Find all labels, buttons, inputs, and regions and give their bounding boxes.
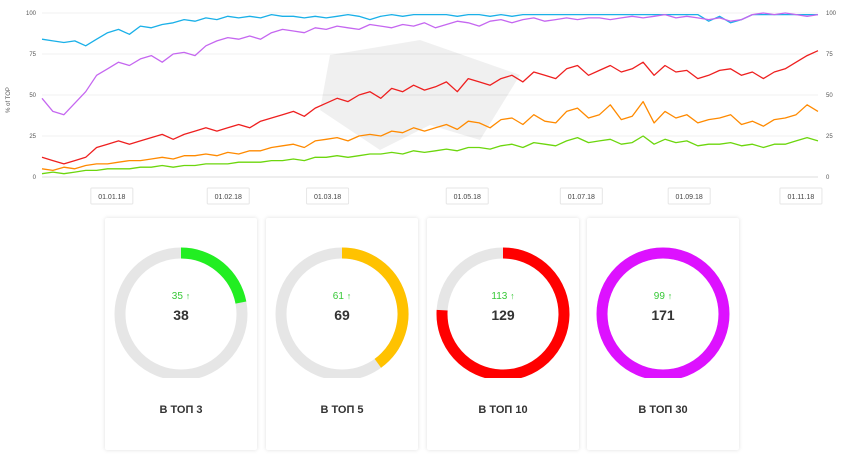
y-tick-label-right: 100 bbox=[826, 11, 837, 17]
x-tick-label: 01.02.18 bbox=[215, 194, 242, 201]
x-tick: 01.07.18 bbox=[559, 187, 603, 205]
x-tick-box bbox=[206, 187, 250, 205]
x-tick-label: 01.03.18 bbox=[314, 194, 341, 201]
donut-top30 bbox=[596, 247, 730, 378]
x-tick-box bbox=[559, 187, 603, 205]
y-axis-right: 0 25 50 75 100 bbox=[826, 11, 837, 181]
donut-top3 bbox=[114, 247, 248, 378]
total-top3: 38 bbox=[173, 307, 189, 323]
y-tick-label-right: 75 bbox=[826, 52, 833, 58]
arrow-up-icon: ↑ bbox=[185, 291, 191, 301]
delta-value: 35 bbox=[171, 291, 183, 302]
donut-arc bbox=[596, 247, 730, 378]
label-top5: В ТОП 5 bbox=[320, 404, 364, 416]
series-line-топ-30 bbox=[41, 13, 818, 47]
watermark-logo bbox=[320, 40, 520, 150]
donut-top10 bbox=[436, 247, 570, 378]
donut-arc bbox=[341, 247, 409, 368]
y-tick-label-right: 0 bbox=[826, 175, 830, 181]
x-tick-label: 01.01.18 bbox=[98, 194, 125, 201]
total-top5: 69 bbox=[334, 307, 350, 323]
delta-value: 113 bbox=[491, 291, 508, 302]
donut-arc bbox=[180, 247, 247, 304]
y-tick-label-left: 50 bbox=[29, 93, 36, 99]
x-tick-label: 01.05.18 bbox=[454, 194, 481, 201]
label-top10: В ТОП 10 bbox=[478, 404, 528, 416]
x-tick-box bbox=[90, 187, 134, 205]
x-tick-box bbox=[667, 187, 711, 205]
series-line-топ-3 bbox=[41, 135, 819, 175]
delta-top30: 99 ↑ bbox=[587, 291, 739, 302]
series-line-топ-20 bbox=[41, 12, 819, 116]
x-tick-label: 01.07.18 bbox=[568, 194, 595, 201]
card-top5: 61 ↑ 69 В ТОП 5 bbox=[266, 218, 418, 450]
card-top30: 99 ↑ 171 В ТОП 30 bbox=[587, 218, 739, 450]
x-tick: 01.05.18 bbox=[445, 187, 489, 205]
chart-grid bbox=[42, 12, 818, 178]
x-tick-label: 01.09.18 bbox=[676, 194, 703, 201]
top-cards: 35 ↑ 38 В ТОП 3 61 ↑ 69 В ТОП 5 113 ↑ 12… bbox=[105, 218, 739, 450]
x-tick: 01.02.18 bbox=[206, 187, 250, 205]
arrow-up-icon: ↑ bbox=[346, 291, 352, 301]
delta-top3: 35 ↑ bbox=[105, 291, 257, 302]
delta-top5: 61 ↑ bbox=[266, 291, 418, 302]
y-tick-label-right: 50 bbox=[826, 93, 833, 99]
x-tick: 01.01.18 bbox=[90, 187, 134, 205]
x-tick-box bbox=[779, 187, 823, 205]
delta-value: 99 bbox=[653, 291, 665, 302]
x-tick: 01.11.18 bbox=[779, 187, 823, 205]
card-top3: 35 ↑ 38 В ТОП 3 bbox=[105, 218, 257, 450]
x-tick: 01.03.18 bbox=[306, 187, 350, 205]
label-top3: В ТОП 3 bbox=[159, 404, 203, 416]
delta-value: 61 bbox=[332, 291, 344, 302]
label-top30: В ТОП 30 bbox=[638, 404, 688, 416]
x-tick-box bbox=[445, 187, 489, 205]
y-axis-left: 0 25 50 75 100 bbox=[26, 11, 37, 181]
x-axis-ticks: 01.01.18 01.02.18 01.03.18 01.05.18 01.07.18… bbox=[90, 187, 823, 205]
donut-arc bbox=[436, 247, 570, 378]
card-top10: 113 ↑ 129 В ТОП 10 bbox=[427, 218, 579, 450]
y-tick-label-left: 75 bbox=[29, 52, 36, 58]
total-top10: 129 bbox=[491, 307, 515, 323]
arrow-up-icon: ↑ bbox=[667, 291, 673, 301]
arrow-up-icon: ↑ bbox=[510, 291, 515, 301]
chart-series bbox=[41, 12, 819, 175]
series-line-топ-5 bbox=[41, 100, 819, 172]
x-tick: 01.09.18 bbox=[667, 187, 711, 205]
x-tick-label: 01.11.18 bbox=[788, 194, 815, 201]
y-tick-label-left: 25 bbox=[29, 134, 36, 140]
donut-top5 bbox=[275, 247, 409, 378]
series-line-топ-10 bbox=[41, 50, 819, 165]
total-top30: 171 bbox=[651, 307, 675, 323]
y-tick-label-right: 25 bbox=[826, 134, 833, 140]
y-tick-label-left: 0 bbox=[33, 175, 37, 181]
y-axis-title: % of TOP bbox=[6, 87, 12, 113]
x-tick-box bbox=[306, 187, 350, 205]
y-tick-label-left: 100 bbox=[26, 11, 37, 17]
delta-top10: 113 ↑ bbox=[427, 291, 579, 302]
